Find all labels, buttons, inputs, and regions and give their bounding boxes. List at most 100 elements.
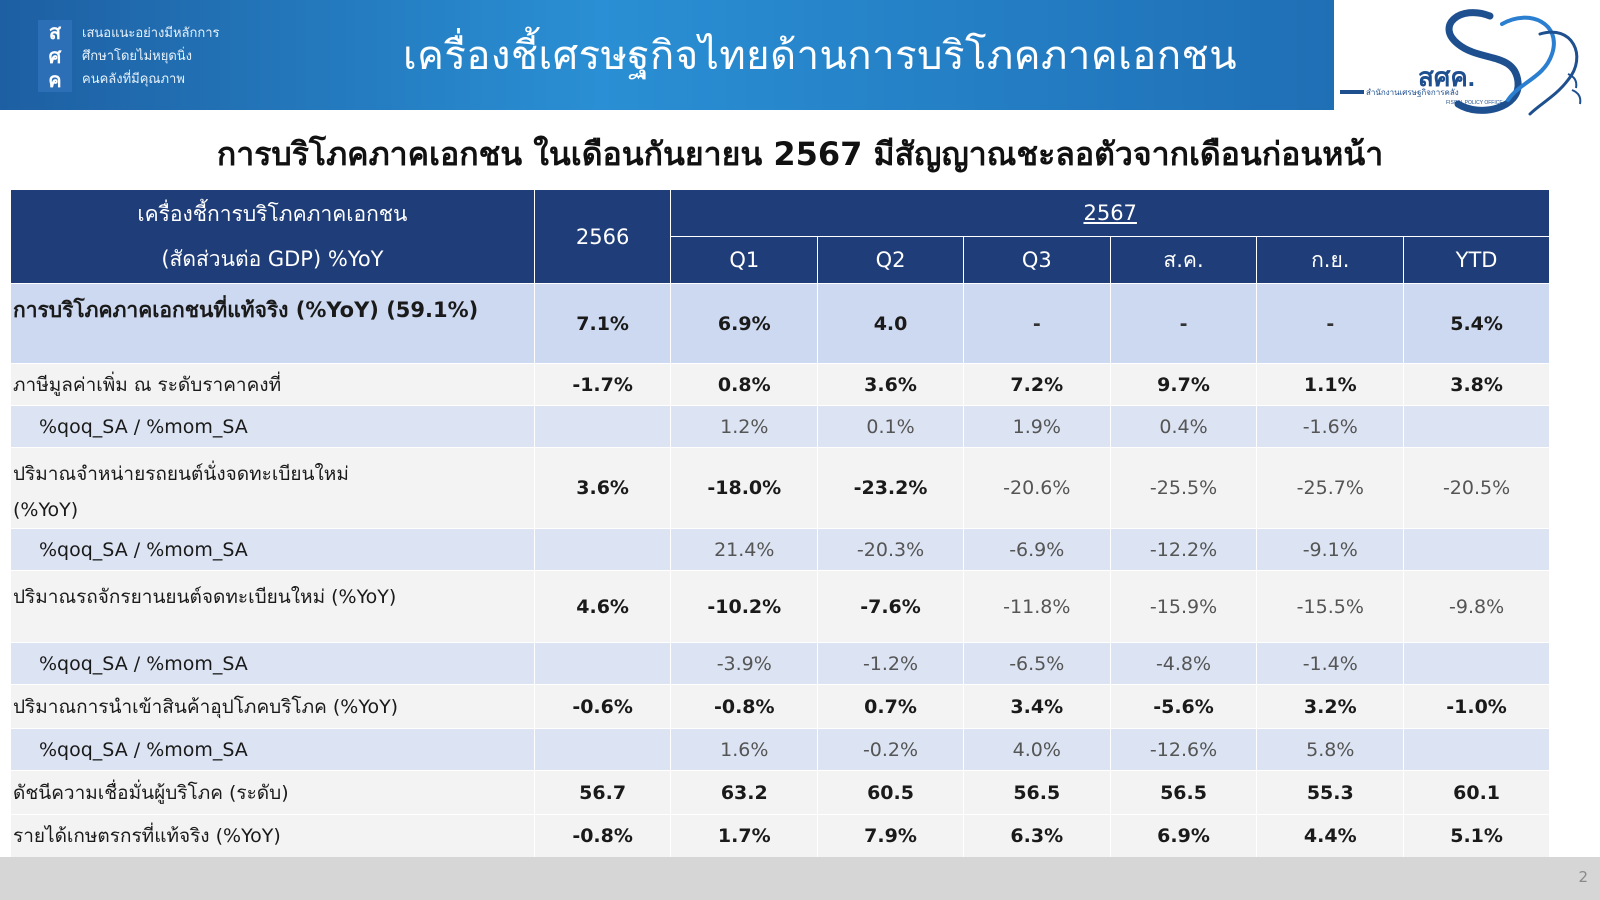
fpo-abbr: สศค. [1418, 62, 1475, 92]
cell-value: 0.8% [670, 363, 819, 406]
row-label-line: (%YoY) [13, 499, 79, 521]
cell-value: 56.5 [1109, 770, 1258, 815]
year-prev-header: 2566 [533, 189, 672, 284]
cell-value: -1.7% [533, 363, 672, 406]
cell-value [533, 642, 672, 685]
page-number: 2 [1578, 868, 1588, 886]
table-row: ปริมาณรถจักรยานยนต์จดทะเบียนใหม่ (%YoY) … [10, 570, 1550, 643]
cell-value: 5.8% [1256, 728, 1405, 771]
cell-value: 3.2% [1256, 684, 1405, 729]
cell-value [533, 528, 672, 571]
cell-value [1403, 642, 1550, 685]
cell-value [1403, 728, 1550, 771]
cell-value: 1.9% [962, 405, 1111, 448]
motto: เสนอแนะอย่างมีหลักการ ศึกษาโดยไม่หยุดนิ่… [82, 22, 220, 91]
cell-value: 3.8% [1403, 363, 1550, 406]
row-label: ปริมาณการนำเข้าสินค้าอุปโภคบริโภค (%YoY) [10, 684, 535, 729]
cell-value: - [1256, 283, 1405, 364]
table-row: ปริมาณการนำเข้าสินค้าอุปโภคบริโภค (%YoY)… [10, 684, 1550, 729]
indicator-column-header: เครื่องชี้การบริโภคภาคเอกชน (สัดส่วนต่อ … [10, 189, 535, 284]
cell-value: 55.3 [1256, 770, 1405, 815]
cell-value: -9.1% [1256, 528, 1405, 571]
header-banner: ส ศ ค เสนอแนะอย่างมีหลักการ ศึกษาโดยไม่ห… [0, 0, 1334, 110]
cell-value: 3.6% [533, 447, 672, 529]
row-label: ภาษีมูลค่าเพิ่ม ณ ระดับราคาคงที่ [10, 363, 535, 406]
cell-value: -12.2% [1109, 528, 1258, 571]
cell-value: - [962, 283, 1111, 364]
period-header: Q3 [962, 236, 1111, 284]
cell-value: 3.4% [962, 684, 1111, 729]
cell-value: 60.1 [1403, 770, 1550, 815]
cell-value: -6.5% [962, 642, 1111, 685]
cell-value: -1.6% [1256, 405, 1405, 448]
row-label: %qoq_SA / %mom_SA [10, 528, 535, 571]
period-header: ส.ค. [1109, 236, 1258, 284]
table-row: %qoq_SA / %mom_SA 21.4% -20.3% -6.9% -12… [10, 528, 1550, 571]
cell-value: -25.7% [1256, 447, 1405, 529]
row-label: การบริโภคภาคเอกชนที่แท้จริง (%YoY) (59.1… [10, 283, 535, 364]
cell-value: 0.1% [817, 405, 964, 448]
logo-letter: ศ [48, 44, 62, 68]
cell-value: -0.2% [817, 728, 964, 771]
cell-value: -0.8% [670, 684, 819, 729]
footer-bar [0, 857, 1600, 900]
motto-line: คนคลังที่มีคุณภาพ [82, 72, 185, 87]
cell-value: 7.2% [962, 363, 1111, 406]
cell-value: -18.0% [670, 447, 819, 529]
cell-value [1403, 528, 1550, 571]
row-label: %qoq_SA / %mom_SA [10, 728, 535, 771]
cell-value: 9.7% [1109, 363, 1258, 406]
cell-value: 4.0 [817, 283, 964, 364]
cell-value: 7.9% [817, 814, 964, 858]
row-label: ปริมาณรถจักรยานยนต์จดทะเบียนใหม่ (%YoY) [10, 570, 535, 643]
row-label: ดัชนีความเชื่อมั่นผู้บริโภค (ระดับ) [10, 770, 535, 815]
table-row: %qoq_SA / %mom_SA 1.6% -0.2% 4.0% -12.6%… [10, 728, 1550, 771]
cell-value: 63.2 [670, 770, 819, 815]
cell-value: 7.1% [533, 283, 672, 364]
consumption-indicators-table: เครื่องชี้การบริโภคภาคเอกชน (สัดส่วนต่อ … [10, 189, 1550, 858]
table-row: %qoq_SA / %mom_SA 1.2% 0.1% 1.9% 0.4% -1… [10, 405, 1550, 448]
row-label: ปริมาณจำหน่ายรถยนต์นั่งจดทะเบียนใหม่ (%Y… [10, 447, 535, 529]
cell-value: 6.3% [962, 814, 1111, 858]
cell-value: 6.9% [670, 283, 819, 364]
cell-value: -0.6% [533, 684, 672, 729]
cell-value: -12.6% [1109, 728, 1258, 771]
table-row: ปริมาณจำหน่ายรถยนต์นั่งจดทะเบียนใหม่ (%Y… [10, 447, 1550, 529]
period-header: Q1 [670, 236, 819, 284]
motto-line: เสนอแนะอย่างมีหลักการ [82, 26, 220, 41]
cell-value: 4.0% [962, 728, 1111, 771]
indicator-header-line: เครื่องชี้การบริโภคภาคเอกชน [137, 201, 408, 226]
cell-value [1403, 405, 1550, 448]
cell-value: 56.7 [533, 770, 672, 815]
row-label: รายได้เกษตรกรที่แท้จริง (%YoY) [10, 814, 535, 858]
cell-value: 5.1% [1403, 814, 1550, 858]
cell-value: 0.4% [1109, 405, 1258, 448]
cell-value [533, 728, 672, 771]
page-subtitle: การบริโภคภาคเอกชน ในเดือนกันยายน 2567 มี… [216, 135, 1384, 173]
motto-line: ศึกษาโดยไม่หยุดนิ่ง [82, 49, 193, 64]
cell-value: -3.9% [670, 642, 819, 685]
cell-value: 60.5 [817, 770, 964, 815]
year-curr-header[interactable]: 2567 [670, 189, 1550, 237]
table-row: ดัชนีความเชื่อมั่นผู้บริโภค (ระดับ) 56.7… [10, 770, 1550, 815]
banner-title: เครื่องชี้เศรษฐกิจไทยด้านการบริโภคภาคเอก… [402, 33, 1238, 79]
cell-value: -10.2% [670, 570, 819, 643]
logo-letter: ค [48, 68, 62, 92]
cell-value: 3.6% [817, 363, 964, 406]
table-row: ภาษีมูลค่าเพิ่ม ณ ระดับราคาคงที่ -1.7% 0… [10, 363, 1550, 406]
cell-value: -0.8% [533, 814, 672, 858]
period-header: Q2 [817, 236, 964, 284]
cell-value: 4.6% [533, 570, 672, 643]
row-label-line: ปริมาณจำหน่ายรถยนต์นั่งจดทะเบียนใหม่ [13, 463, 349, 485]
cell-value: 4.4% [1256, 814, 1405, 858]
fpo-logo-icon: สศค. สำนักงานเศรษฐกิจการคลัง FISCAL POLI… [1340, 9, 1582, 116]
cell-value: 1.2% [670, 405, 819, 448]
cell-value: 21.4% [670, 528, 819, 571]
cell-value [533, 405, 672, 448]
cell-value: 5.4% [1403, 283, 1550, 364]
fpo-english: FISCAL POLICY OFFICE [1446, 100, 1503, 106]
cell-value: -15.5% [1256, 570, 1405, 643]
cell-value: -7.6% [817, 570, 964, 643]
cell-value: -4.8% [1109, 642, 1258, 685]
cell-value: -20.6% [962, 447, 1111, 529]
